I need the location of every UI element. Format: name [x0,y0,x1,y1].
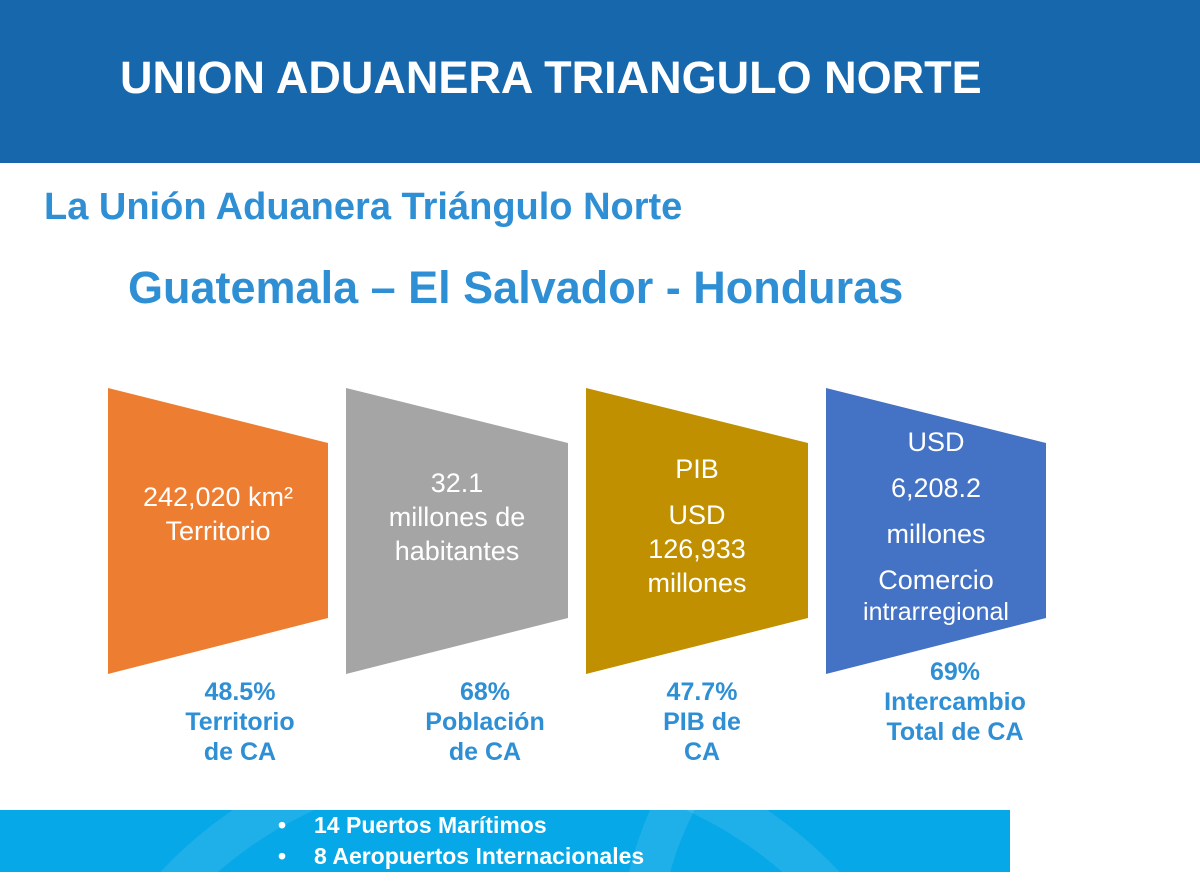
card-line: intrarregional [863,598,1009,626]
card-line: 6,208.2 [890,473,982,503]
list-item: • 8 Aeropuertos Internacionales [278,841,644,872]
card-poblacion: 32.1 millones de habitantes [346,388,568,674]
list-item-text: 8 Aeropuertos Internacionales [314,843,645,869]
pct-label: Población [425,708,545,736]
pct-value: 48.5% [204,678,276,706]
trapezoid-shape-icon [346,388,568,674]
infrastructure-list: • 14 Puertos Marítimos • 8 Aeropuertos Int… [278,810,644,872]
trapezoid-shape-icon [826,388,1046,674]
slide-title: UNION ADUANERA TRIANGULO NORTE [120,52,982,103]
card-line: 126,933 [648,534,746,564]
bullet-icon: • [278,843,287,869]
pct-label: Intercambio [884,688,1026,716]
pct-value: 68% [459,678,511,706]
card-line: 242,020 km² [142,482,294,512]
pct-value: 69% [929,658,981,686]
card-line: 32.1 [430,468,484,498]
card-line: habitantes [394,536,520,566]
infrastructure-band: • 14 Puertos Marítimos • 8 Aeropuertos Int… [0,810,1010,872]
trapezoid-shape-icon [586,388,808,674]
card-line: millones [886,519,986,549]
countries-heading: Guatemala – El Salvador - Honduras [128,262,904,313]
card-line: Comercio [878,565,994,595]
pct-value: 47.7% [666,678,738,706]
trapezoid-shape-icon [108,388,328,674]
pct-comercio: 69% Intercambio Total de CA [855,657,1055,747]
pct-territorio: 48.5% Territorio de CA [150,677,330,767]
card-line: Territorio [165,516,271,546]
pct-poblacion: 68% Población de CA [395,677,575,767]
card-territorio: 242,020 km² Territorio [108,388,328,674]
subtitle: La Unión Aduanera Triángulo Norte [44,186,683,228]
pct-label: Total de CA [886,718,1024,746]
card-line: USD [668,500,726,530]
title-bar: UNION ADUANERA TRIANGULO NORTE [0,0,1200,163]
pct-pib: 47.7% PIB de CA [612,677,792,767]
list-item: • 14 Puertos Marítimos [278,810,644,841]
pct-label: Territorio [185,708,295,736]
card-line: PIB [675,454,719,484]
card-comercio: USD 6,208.2 millones Comercio intrarregi… [826,388,1046,674]
list-item-text: 14 Puertos Marítimos [314,812,547,838]
pct-label: de CA [448,738,522,766]
bullet-icon: • [278,812,287,838]
card-line: millones [647,568,747,598]
card-pib: PIB USD 126,933 millones [586,388,808,674]
card-line: USD [907,427,965,457]
pct-label: de CA [203,738,277,766]
pct-label: PIB de [663,708,741,736]
pct-label: CA [683,738,721,766]
card-line: millones de [388,502,526,532]
decorative-arc [620,810,1010,872]
